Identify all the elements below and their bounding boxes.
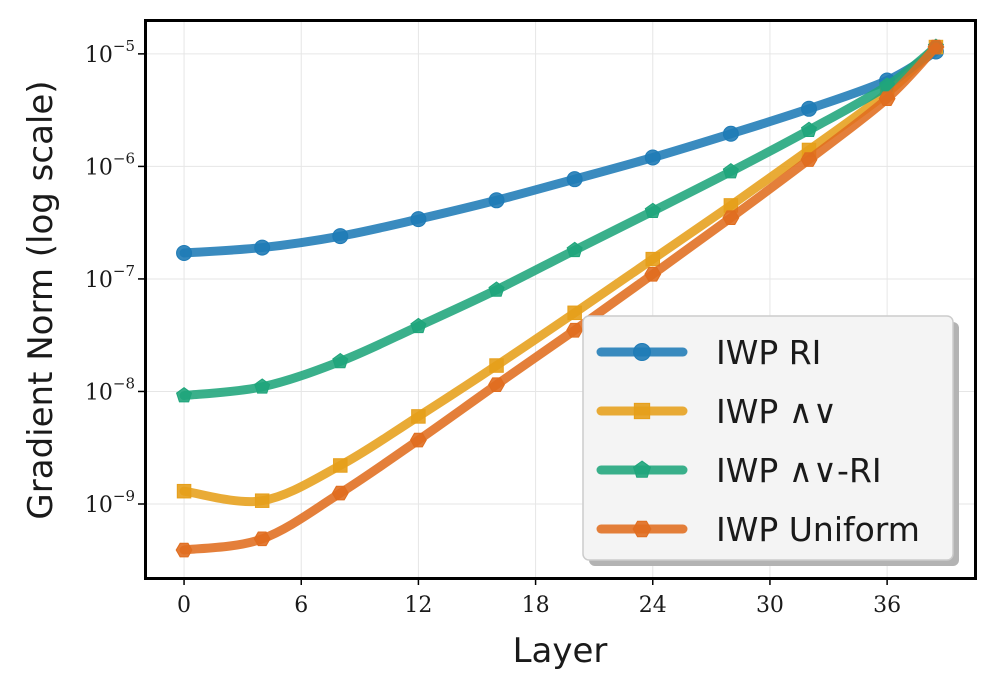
data-point: [489, 358, 504, 373]
data-point: [722, 210, 740, 226]
x-tick-label: 6: [294, 593, 308, 618]
series-group: [175, 38, 945, 558]
legend-entry: IWP ∧∨-RI: [596, 451, 882, 490]
legend-entry: IWP RI: [596, 333, 821, 372]
data-point: [566, 241, 583, 258]
data-point: [644, 266, 662, 282]
legend-marker: [633, 402, 651, 420]
data-point: [331, 485, 349, 501]
data-point: [644, 202, 661, 219]
data-point: [644, 149, 661, 166]
data-point: [927, 39, 945, 55]
data-point: [175, 542, 193, 558]
data-point: [410, 211, 427, 228]
data-point: [722, 125, 739, 142]
x-tick-label: 12: [404, 593, 432, 618]
data-point: [878, 91, 896, 106]
data-point: [488, 377, 505, 392]
data-point: [333, 458, 348, 473]
y-tick-base: 10: [85, 268, 113, 293]
legend-marker: [632, 520, 652, 538]
series-4: [175, 39, 945, 558]
legend-marker: [633, 343, 651, 361]
legend-marker: [632, 460, 652, 478]
data-point: [488, 192, 505, 209]
x-tick-label: 0: [177, 593, 191, 618]
data-point: [411, 409, 426, 424]
y-tick-exponent: −7: [113, 262, 135, 280]
legend-box: [582, 315, 954, 561]
y-tick-label: 10−5: [85, 37, 135, 68]
data-point: [566, 171, 583, 188]
y-tick-label: 10−7: [85, 262, 135, 293]
y-tick-base: 10: [85, 43, 113, 68]
data-point: [175, 387, 193, 403]
series-1: [176, 43, 944, 262]
y-tick-label: 10−9: [85, 487, 135, 518]
y-tick-exponent: −5: [113, 37, 135, 55]
data-point: [800, 152, 818, 167]
legend-entry: IWP ∧∨: [596, 392, 837, 431]
x-tick-label: 18: [522, 593, 550, 618]
y-axis: 10−910−810−710−610−5: [85, 37, 145, 518]
data-point: [254, 239, 271, 256]
x-tick-label: 30: [756, 593, 784, 618]
x-axis-title: Layer: [513, 631, 608, 671]
x-axis: 0 6 12 18 24 30 36: [177, 578, 901, 618]
legend-label: IWP ∧∨: [716, 392, 837, 431]
y-tick-exponent: −8: [113, 374, 135, 392]
data-point: [176, 483, 192, 499]
x-tick-label: 24: [639, 593, 667, 618]
y-axis-title: Gradient Norm (log scale): [21, 80, 61, 519]
y-tick-exponent: −9: [113, 487, 135, 505]
data-point: [801, 100, 817, 117]
data-point: [722, 163, 739, 179]
y-tick-base: 10: [85, 493, 113, 518]
x-tick-label: 36: [873, 593, 901, 618]
data-point: [488, 281, 505, 297]
data-point: [566, 322, 584, 338]
data-point: [253, 531, 271, 547]
data-point: [176, 245, 193, 262]
legend-entry: IWP Uniform: [596, 510, 920, 549]
y-tick-base: 10: [85, 155, 113, 180]
legend: IWP RI IWP ∧∨ IWP ∧∨-RI IWP Uniform: [582, 315, 959, 566]
data-point: [332, 352, 349, 369]
data-point: [410, 317, 427, 334]
data-point: [254, 493, 270, 508]
data-point: [567, 305, 582, 321]
y-tick-label: 10−8: [85, 374, 135, 405]
y-tick-label: 10−6: [85, 149, 135, 180]
data-point: [409, 432, 427, 448]
data-point: [254, 378, 271, 394]
legend-label: IWP ∧∨-RI: [716, 451, 882, 490]
data-point: [645, 251, 661, 267]
grid: [145, 20, 975, 578]
plot-frame: [144, 19, 977, 580]
data-point: [332, 228, 349, 245]
legend-label: IWP Uniform: [716, 510, 920, 549]
y-tick-base: 10: [85, 380, 113, 405]
data-point: [800, 121, 818, 138]
y-tick-exponent: −6: [113, 149, 135, 167]
legend-label: IWP RI: [716, 333, 821, 372]
series-3: [175, 38, 945, 403]
